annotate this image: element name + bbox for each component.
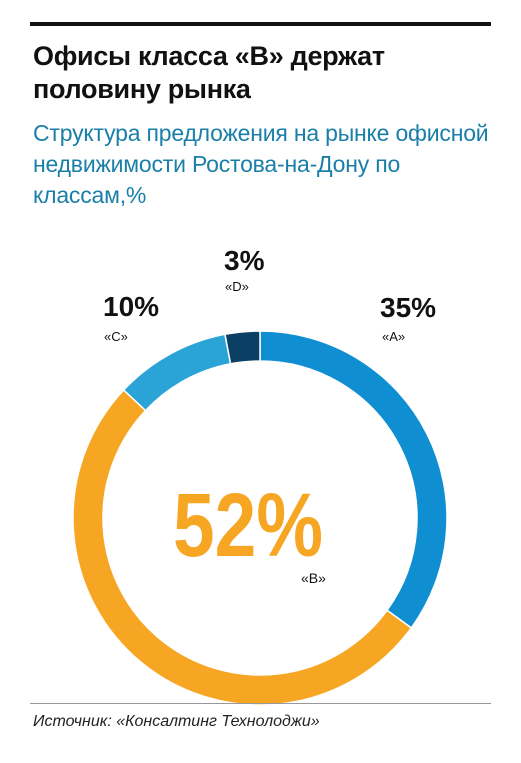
category-label-d: «D» xyxy=(225,279,249,294)
chart-title: Офисы класса «B» держат половину рынка xyxy=(33,41,385,104)
category-label-b: «B» xyxy=(301,570,326,586)
value-label-c: 10% xyxy=(103,291,159,322)
category-label-a: «A» xyxy=(382,329,405,344)
slice-d xyxy=(224,330,261,365)
value-label-b: 52% xyxy=(173,476,323,576)
value-label-a: 35% xyxy=(380,292,436,323)
category-label-c: «C» xyxy=(104,329,128,344)
chart-subtitle: Структура предложения на рынке офисной н… xyxy=(33,120,489,208)
slice-labels: 35% «A» 52%«B» 10% «C» 3% «D» xyxy=(103,245,436,586)
bottom-rule xyxy=(30,703,491,704)
value-label-d: 3% xyxy=(224,245,265,276)
donut-slices xyxy=(72,330,448,706)
source-note: Источник: «Консалтинг Технолоджи» xyxy=(33,713,320,730)
top-rule xyxy=(30,22,491,26)
slice-c xyxy=(122,333,232,412)
